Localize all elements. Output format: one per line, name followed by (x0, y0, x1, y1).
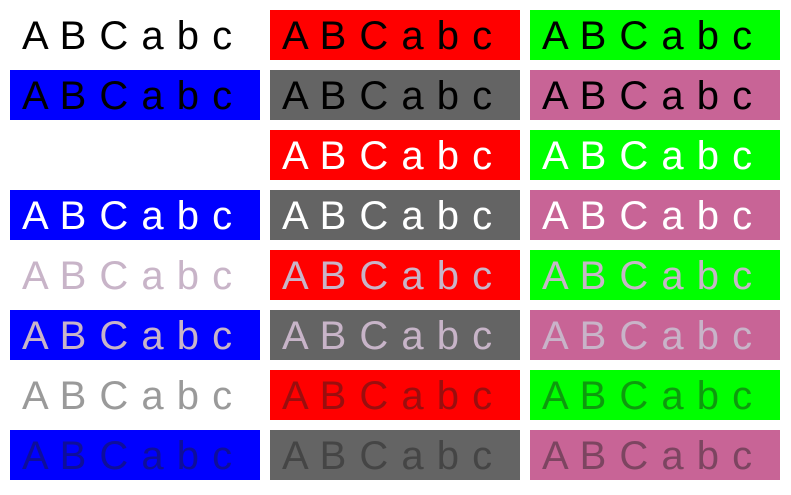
text-sample-r4-c1: A B C a b c (270, 250, 520, 300)
text-sample-r2-c2: A B C a b c (530, 130, 780, 180)
text-sample-r2-c1: A B C a b c (270, 130, 520, 180)
text-sample-r0-c2: A B C a b c (530, 10, 780, 60)
text-sample-r7-c2: A B C a b c (530, 430, 780, 480)
text-sample-r4-c0: A B C a b c (10, 250, 260, 300)
text-sample-r1-c2: A B C a b c (530, 70, 780, 120)
text-sample-r1-c1: A B C a b c (270, 70, 520, 120)
text-sample-r6-c1: A B C a b c (270, 370, 520, 420)
text-sample-r2-c0: A B C a b c (10, 130, 260, 180)
text-sample-r0-c0: A B C a b c (10, 10, 260, 60)
text-sample-r6-c0: A B C a b c (10, 370, 260, 420)
text-sample-r4-c2: A B C a b c (530, 250, 780, 300)
text-sample-r5-c2: A B C a b c (530, 310, 780, 360)
text-sample-r0-c1: A B C a b c (270, 10, 520, 60)
text-sample-r3-c1: A B C a b c (270, 190, 520, 240)
text-sample-r3-c2: A B C a b c (530, 190, 780, 240)
text-sample-r7-c1: A B C a b c (270, 430, 520, 480)
text-sample-r7-c0: A B C a b c (10, 430, 260, 480)
text-sample-r3-c0: A B C a b c (10, 190, 260, 240)
text-sample-r5-c0: A B C a b c (10, 310, 260, 360)
text-sample-r1-c0: A B C a b c (10, 70, 260, 120)
text-sample-r6-c2: A B C a b c (530, 370, 780, 420)
text-sample-r5-c1: A B C a b c (270, 310, 520, 360)
